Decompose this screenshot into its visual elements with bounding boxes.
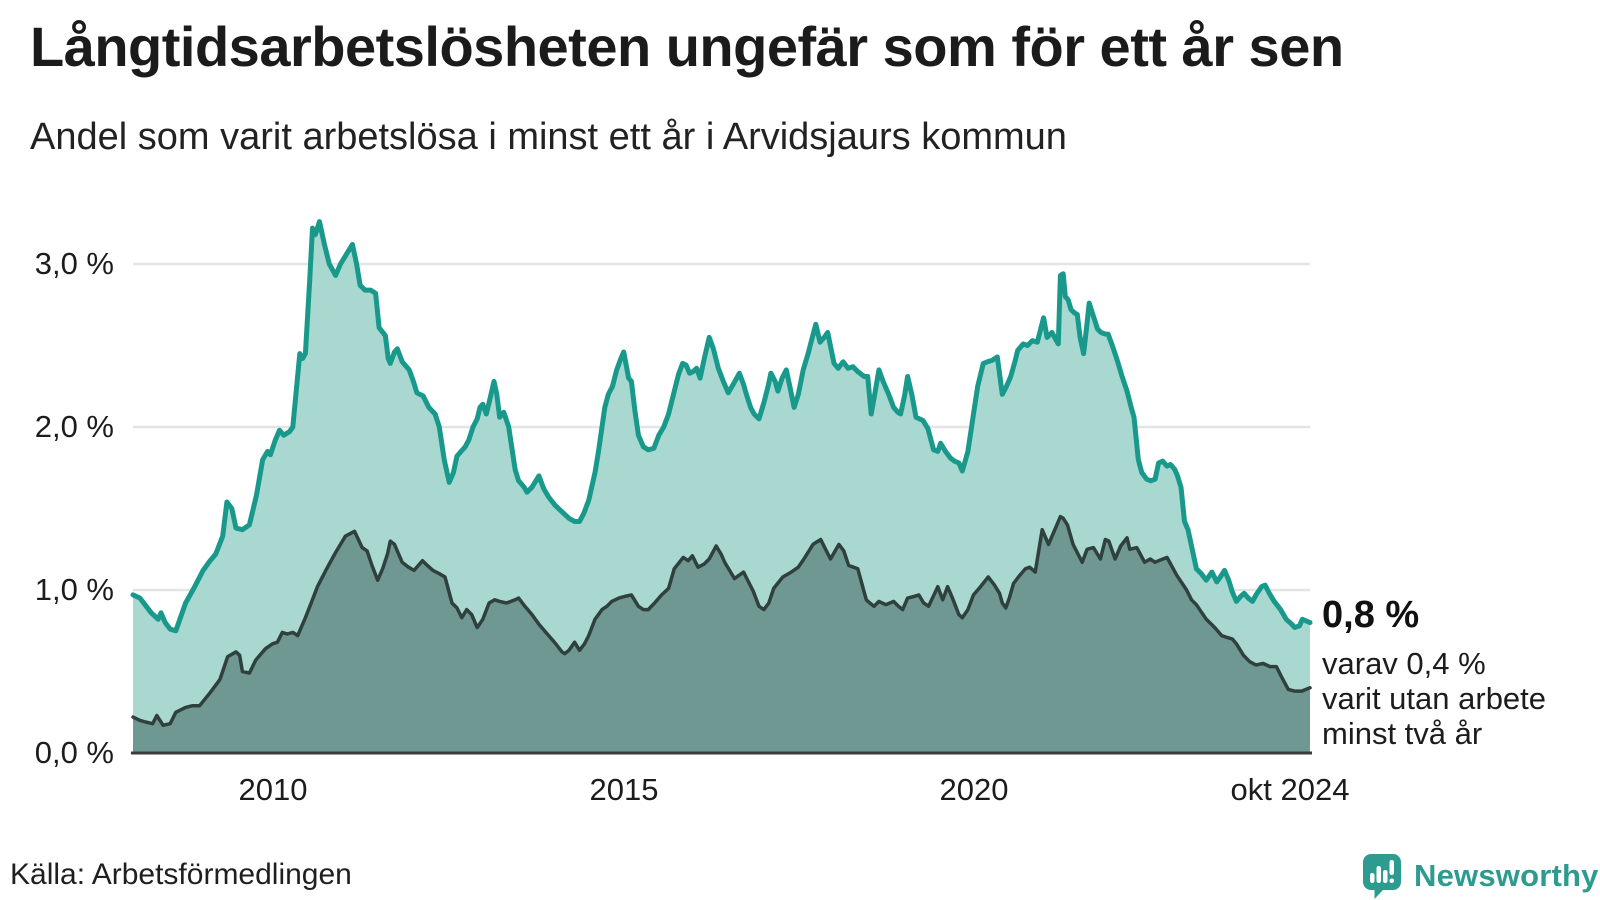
end-value-subline-2: varit utan arbete xyxy=(1322,681,1547,716)
x-axis-tick-okt-2024: okt 2024 xyxy=(1230,772,1350,807)
speech-bubble-bar-chart-icon xyxy=(1363,854,1401,899)
y-axis-tick-2: 2,0 % xyxy=(34,409,114,444)
newsworthy-logo-text: Newsworthy xyxy=(1414,858,1599,893)
end-value-sublabel: varav 0,4 % varit utan arbete minst två … xyxy=(1322,646,1546,751)
y-axis-tick-1: 1,0 % xyxy=(34,572,114,607)
y-axis-tick-0: 0,0 % xyxy=(34,735,114,770)
line-unemployed-1yr xyxy=(130,219,1313,634)
x-axis-tick-2020: 2020 xyxy=(939,772,1009,807)
page-subtitle: Andel som varit arbetslösa i minst ett å… xyxy=(30,116,1067,158)
x-axis-tick-2015: 2015 xyxy=(589,772,659,807)
end-value-subline-1: varav 0,4 % xyxy=(1322,646,1486,681)
page-title: Långtidsarbetslösheten ungefär som för e… xyxy=(30,15,1344,78)
y-axis-tick-3: 3,0 % xyxy=(34,246,114,281)
source-note: Källa: Arbetsförmedlingen xyxy=(10,858,352,891)
end-value-label: 0,8 % xyxy=(1322,594,1420,636)
newsworthy-logo: Newsworthy xyxy=(1362,854,1599,899)
line-unemployed-2yr xyxy=(131,514,1312,728)
end-value-subline-3: minst två år xyxy=(1322,716,1483,751)
x-axis-tick-2010: 2010 xyxy=(238,772,308,807)
area-unemployed-2yr xyxy=(133,516,1310,753)
